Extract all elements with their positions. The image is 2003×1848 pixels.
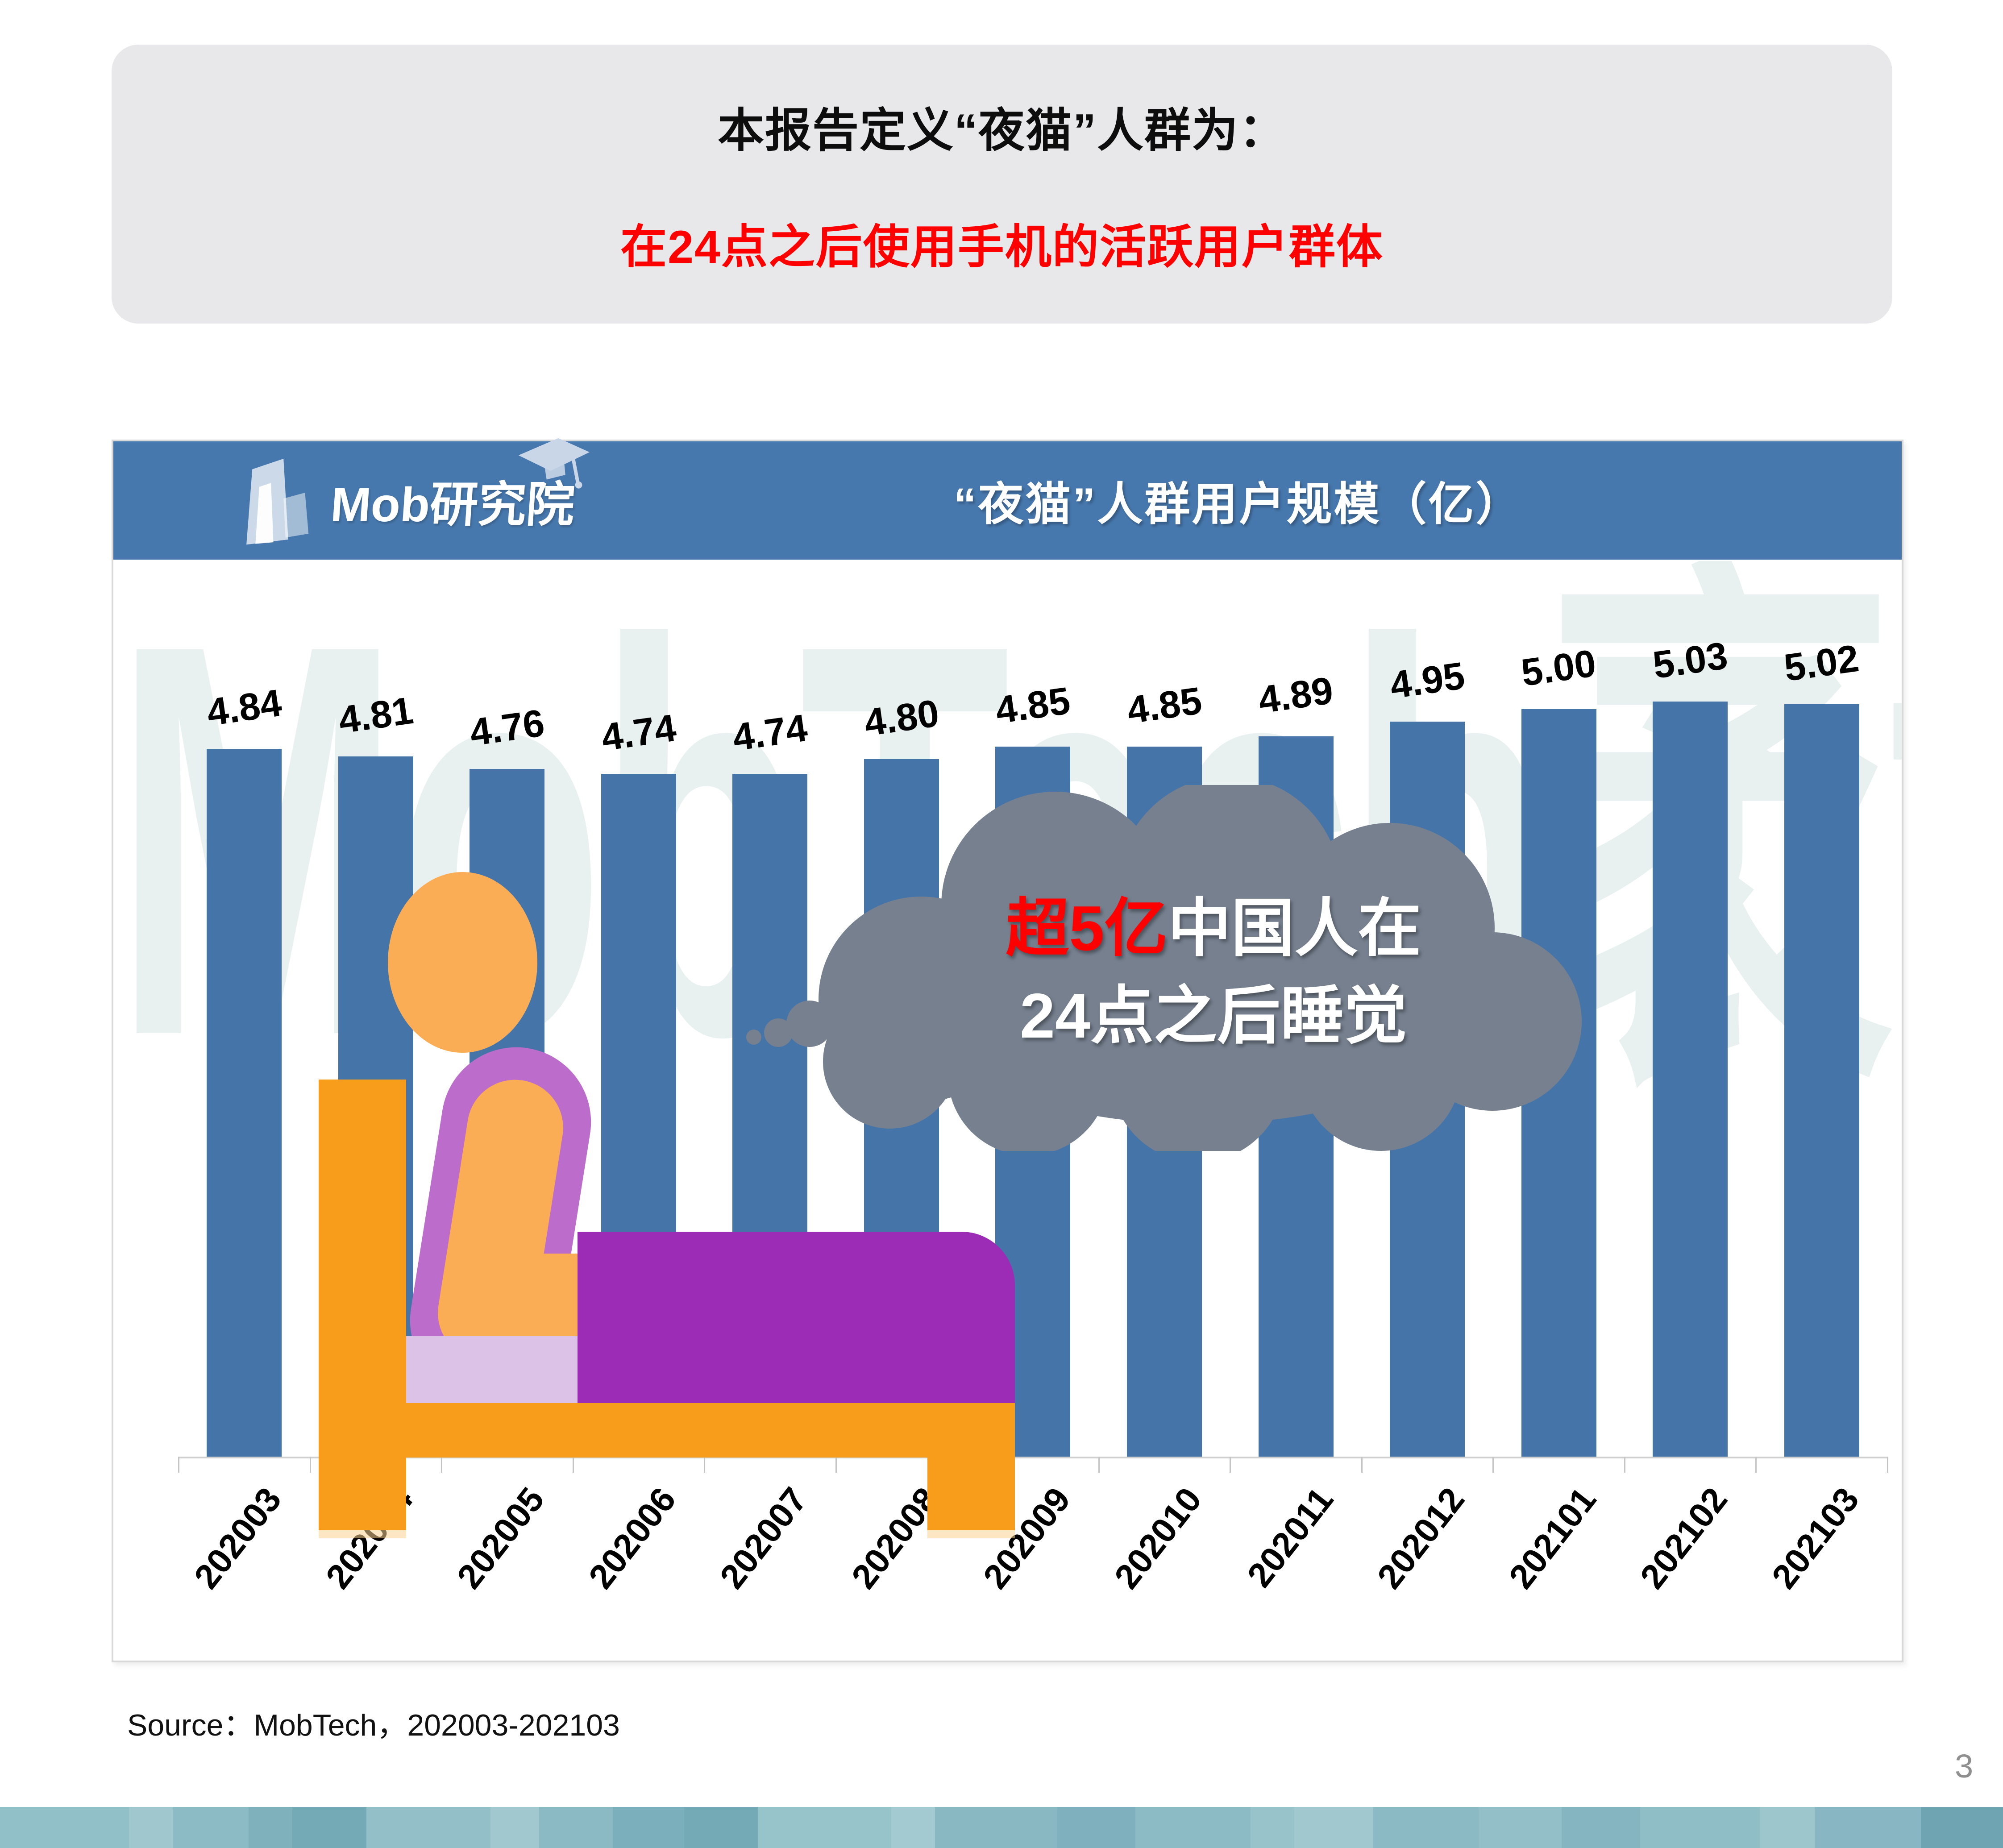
mosaic-segment <box>935 1807 1057 1848</box>
mosaic-segment <box>292 1807 366 1848</box>
bar <box>1653 702 1728 1457</box>
bar-group: 4.76 <box>441 560 573 1457</box>
mosaic-segment <box>1921 1807 2003 1848</box>
x-axis-line <box>179 1457 1887 1458</box>
mosaic-segment <box>129 1807 173 1848</box>
bar <box>601 774 676 1457</box>
mosaic-segment <box>1372 1807 1479 1848</box>
page-number: 3 <box>1955 1748 1974 1785</box>
axis-tick <box>1624 1457 1625 1473</box>
axis-tick <box>1230 1457 1231 1473</box>
mosaic-segment <box>1251 1807 1295 1848</box>
mosaic-segment <box>249 1807 293 1848</box>
mosaic-segment <box>612 1807 684 1848</box>
axis-tick <box>704 1457 706 1473</box>
mosaic-segment <box>684 1807 758 1848</box>
mosaic-segment <box>1562 1807 1640 1848</box>
axis-tick <box>1887 1457 1888 1473</box>
mosaic-segment <box>757 1807 892 1848</box>
mosaic-segment <box>366 1807 491 1848</box>
axis-tick <box>1361 1457 1363 1473</box>
axis-tick <box>441 1457 443 1473</box>
axis-tick <box>572 1457 574 1473</box>
banner-line-2: 在24点之后使用手机的活跃用户群体 <box>620 221 1384 273</box>
bar-group: 4.74 <box>573 560 705 1457</box>
bar <box>338 756 413 1457</box>
bar <box>470 769 545 1457</box>
bar-value-label: 4.85 <box>993 679 1073 732</box>
axis-tick <box>835 1457 837 1473</box>
mosaic-segment <box>490 1807 539 1848</box>
thought-bubble: 超5亿中国人在 24点之后睡觉 <box>743 785 1591 1151</box>
bar-group: 4.84 <box>179 560 310 1457</box>
x-axis-label: 202004 <box>318 1480 420 1596</box>
x-axis-label: 202102 <box>1632 1480 1735 1596</box>
mosaic-segment <box>1760 1807 1815 1848</box>
mosaic-segment <box>539 1807 613 1848</box>
report-definition-banner: 本报告定义“夜猫”人群为： 在24点之后使用手机的活跃用户群体 <box>112 45 1892 324</box>
cloud-shape <box>746 785 1582 1151</box>
bar-value-label: 5.03 <box>1650 634 1730 687</box>
mosaic-segment <box>173 1807 249 1848</box>
axis-tick <box>967 1457 968 1473</box>
bar-value-label: 4.89 <box>1255 669 1336 722</box>
bar-value-label: 4.74 <box>598 706 679 760</box>
x-axis-label: 202011 <box>1239 1480 1341 1595</box>
mosaic-segment <box>1294 1807 1373 1848</box>
chart-header: Mob研究院 “夜猫”人群用户规模（亿） <box>113 438 1902 560</box>
mosaic-segment <box>1135 1807 1251 1848</box>
bar-value-label: 4.95 <box>1387 654 1467 707</box>
axis-tick <box>1098 1457 1100 1473</box>
bar-value-label: 5.02 <box>1782 636 1862 690</box>
x-axis-label: 202103 <box>1764 1480 1866 1596</box>
bar-value-label: 4.84 <box>204 681 284 735</box>
x-axis-label: 202012 <box>1369 1480 1472 1596</box>
graduation-cap-icon <box>518 438 590 489</box>
x-axis-label: 202010 <box>1106 1480 1209 1596</box>
mosaic-segment <box>1057 1807 1136 1848</box>
x-axis-label: 202006 <box>581 1480 684 1596</box>
axis-tick <box>309 1457 311 1473</box>
source-note: Source：MobTech，202003-202103 <box>127 1708 620 1742</box>
mosaic-segment <box>1640 1807 1760 1848</box>
bar-value-label: 5.00 <box>1518 641 1599 695</box>
mob-research-logo: Mob研究院 <box>225 438 590 546</box>
bar <box>207 749 282 1457</box>
bar-group: 4.81 <box>310 560 442 1457</box>
bar <box>1784 704 1859 1457</box>
bar-value-label: 4.81 <box>336 689 416 742</box>
x-axis-label: 202007 <box>712 1480 815 1596</box>
x-axis-label: 202101 <box>1501 1480 1604 1596</box>
axis-tick <box>1755 1457 1757 1473</box>
bar-value-label: 4.76 <box>467 701 547 755</box>
x-axis: 202003 202004 202005 202006 202007 202008 2020… <box>178 1457 1888 1662</box>
x-axis-label: 202009 <box>975 1480 1078 1596</box>
chart-panel: Mob研究院 “夜猫”人群用户规模（亿） MobTech袤博 4.844.814… <box>112 438 1903 1662</box>
x-axis-label: 202003 <box>186 1480 289 1596</box>
mosaic-segment <box>1479 1807 1562 1848</box>
bar-group: 5.03 <box>1625 560 1756 1457</box>
axis-tick <box>178 1457 179 1473</box>
bar-value-label: 4.74 <box>730 706 810 760</box>
thought-bubble-text: 超5亿中国人在 24点之后睡觉 <box>1006 893 1421 1051</box>
bar-value-label: 4.85 <box>1124 679 1205 732</box>
mosaic-segment <box>1815 1807 1921 1848</box>
building-icon <box>246 458 309 545</box>
mosaic-segment <box>0 1807 129 1848</box>
x-axis-label: 202005 <box>449 1480 552 1596</box>
x-axis-label: 202008 <box>844 1480 947 1596</box>
bar-value-label: 4.80 <box>861 691 942 744</box>
axis-tick <box>1492 1457 1494 1473</box>
bar-group: 5.02 <box>1756 560 1887 1457</box>
footer-mosaic-bar <box>0 1807 2003 1848</box>
banner-line-1: 本报告定义“夜猫”人群为： <box>717 104 1286 157</box>
chart-title: “夜猫”人群用户规模（亿） <box>953 479 1523 530</box>
mosaic-segment <box>891 1807 935 1848</box>
highlight-text: 超5亿 <box>1006 893 1168 964</box>
